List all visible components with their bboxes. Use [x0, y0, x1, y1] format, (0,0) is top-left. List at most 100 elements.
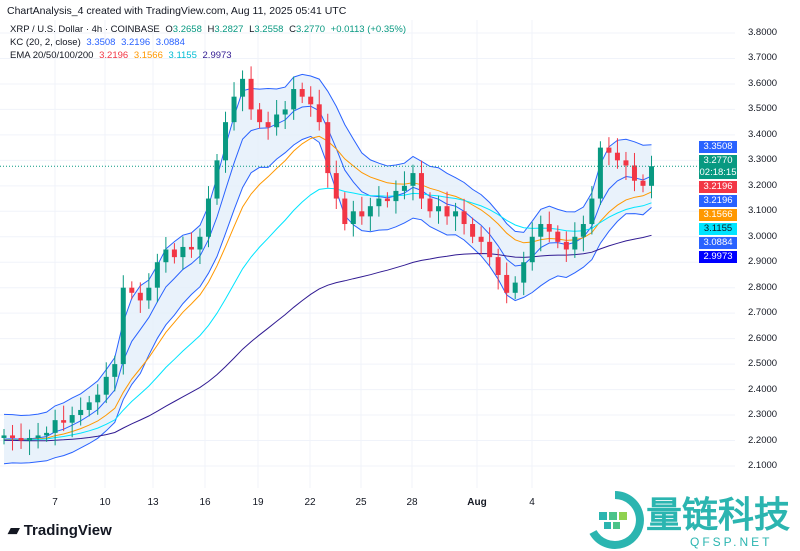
candle-body	[342, 198, 348, 225]
candle-body	[546, 224, 552, 232]
price-badge: 3.2770 02:18:15	[699, 155, 737, 179]
candle-body	[265, 122, 271, 128]
candle-body	[631, 165, 637, 181]
candle-body	[538, 224, 544, 237]
candle-body	[589, 198, 595, 225]
y-tick-label: 3.3000	[748, 154, 778, 166]
candle-body	[453, 211, 459, 217]
change-value: +0.0113 (+0.35%)	[330, 24, 407, 35]
candle-body	[376, 198, 382, 207]
candle-body	[18, 437, 24, 441]
ema200-value: 2.9973	[202, 50, 232, 61]
ema100-line	[3, 187, 652, 441]
badge-price: 3.2196	[703, 181, 733, 192]
candle-body	[580, 224, 586, 237]
y-tick-label: 3.7000	[748, 52, 778, 64]
y-tick-label: 3.8000	[748, 27, 778, 38]
watermark-subtext: QFSP.NET	[690, 535, 773, 549]
x-tick-label: 13	[147, 497, 159, 508]
badge-price: 3.1155	[703, 223, 733, 234]
price-badge: 3.1155	[699, 223, 737, 235]
high-value: 3.2827	[214, 24, 244, 35]
candle-body	[274, 114, 280, 128]
badge-price: 3.2770	[703, 155, 733, 166]
watermark-text: 量链科技	[646, 494, 791, 535]
symbol-name: XRP / U.S. Dollar · 4h · COINBASE	[10, 24, 160, 35]
candle-body	[478, 236, 484, 242]
kc-upper: 3.3508	[86, 37, 116, 48]
candle-body	[171, 249, 177, 258]
price-badge: 3.2196	[699, 195, 737, 207]
price-badge: 3.3508	[699, 141, 737, 153]
y-tick-label: 3.6000	[748, 77, 778, 89]
candle-body	[205, 198, 211, 237]
x-tick-label: 7	[52, 497, 58, 508]
candle-body	[299, 89, 305, 97]
badge-price: 3.2196	[703, 195, 733, 206]
candle-body	[512, 282, 518, 293]
kc-legend[interactable]: KC (20, 2, close) 3.3508 3.2196 3.0884	[10, 37, 188, 48]
chart-title: ChartAnalysis_4 created with TradingView…	[7, 5, 347, 17]
candle-body	[597, 147, 603, 199]
price-badge: 3.0884	[699, 237, 737, 249]
candle-body	[69, 415, 75, 423]
ema20-value: 3.2196	[99, 50, 129, 61]
y-tick-label: 2.5000	[748, 358, 778, 370]
candle-body	[418, 173, 424, 199]
candle-body	[487, 241, 493, 258]
candle-body	[640, 180, 646, 186]
candle-body	[495, 257, 501, 275]
candle-body	[78, 409, 84, 416]
x-tick-label: 10	[99, 497, 111, 508]
kc-label: KC (20, 2, close)	[10, 37, 81, 48]
candle-body	[359, 211, 365, 217]
candle-body	[10, 435, 16, 438]
candle-body	[623, 160, 629, 166]
close-label: C	[289, 24, 296, 35]
candle-body	[649, 166, 655, 186]
candle-body	[95, 394, 101, 403]
y-tick-label: 2.4000	[748, 383, 778, 395]
candle-body	[470, 224, 476, 237]
candle-body	[120, 287, 126, 365]
ema200-line	[4, 234, 652, 442]
candle-body	[572, 236, 578, 250]
y-tick-label: 2.2000	[748, 434, 778, 446]
logo-icon: ▰	[8, 522, 20, 539]
candle-body	[257, 109, 263, 123]
watermark-logo-icon	[589, 491, 644, 549]
candle-body	[308, 96, 314, 105]
badge-price: 2.9973	[703, 251, 733, 262]
close-value: 3.2770	[295, 24, 326, 35]
y-tick-label: 3.2000	[748, 179, 778, 191]
y-tick-label: 2.7000	[748, 307, 778, 319]
candle-body	[384, 198, 390, 202]
badge-price: 3.3508	[703, 141, 733, 152]
candle-body	[521, 262, 527, 283]
ema100-value: 3.1155	[168, 50, 197, 61]
candle-body	[555, 231, 561, 242]
candle-body	[61, 420, 67, 423]
ema-legend[interactable]: EMA 20/50/100/200 3.2196 3.1566 3.1155 2…	[10, 50, 235, 61]
candle-body	[393, 190, 399, 202]
tradingview-logo[interactable]: ▰ TradingView	[8, 522, 112, 540]
open-label: O	[165, 24, 173, 35]
logo-text: TradingView	[23, 522, 112, 539]
candle-body	[401, 185, 407, 191]
candle-body	[240, 78, 246, 97]
candle-body	[436, 206, 442, 212]
candle-body	[44, 432, 50, 436]
countdown-timer: 02:18:15	[699, 167, 737, 178]
candle-body	[214, 160, 220, 199]
ema-label: EMA 20/50/100/200	[10, 50, 94, 61]
candle-body	[1, 435, 7, 438]
kc-lower: 3.0884	[155, 37, 185, 48]
candle-body	[188, 246, 194, 250]
candle-body	[350, 211, 356, 225]
x-tick-label: 19	[252, 497, 264, 508]
kc-upper-line	[3, 73, 652, 417]
y-tick-label: 3.5000	[748, 103, 778, 115]
price-badge: 2.9973	[699, 251, 737, 263]
candle-body	[180, 246, 186, 258]
